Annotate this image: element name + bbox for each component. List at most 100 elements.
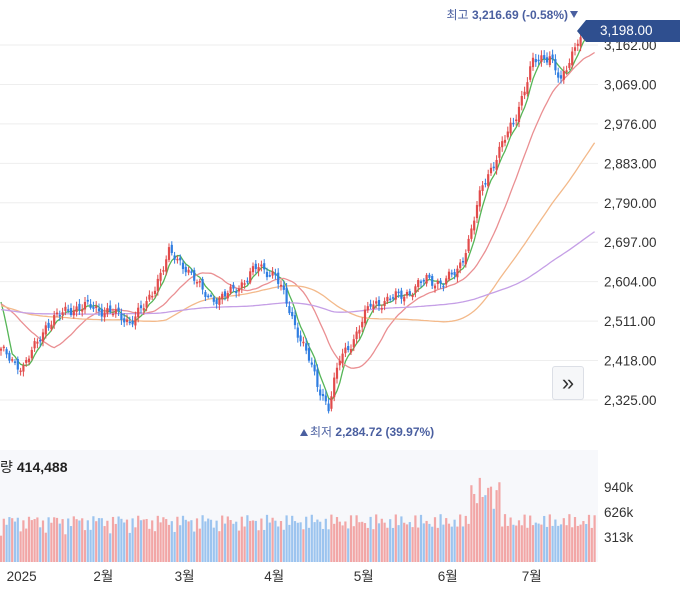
candle-body (195, 281, 199, 284)
volume-bar (422, 523, 425, 562)
candle-body (408, 291, 411, 295)
candle-body (86, 299, 89, 302)
candle-body (39, 339, 42, 342)
volume-bar (131, 518, 134, 562)
candle-body (103, 312, 106, 318)
volume-bar (92, 516, 95, 562)
volume-bar (117, 516, 120, 562)
volume-bar (531, 525, 535, 562)
volume-bar (137, 515, 140, 562)
volume-bar (125, 519, 129, 562)
volume-bar (461, 526, 465, 562)
candle-body (89, 304, 92, 308)
volume-bar (5, 524, 8, 562)
volume-bar (19, 531, 22, 562)
candle-body (358, 329, 361, 334)
candle-body (487, 174, 490, 187)
candle-body (151, 295, 154, 298)
volume-bar (565, 525, 568, 562)
current-price-value: 3,198.00 (600, 23, 653, 38)
candle-body (431, 275, 434, 286)
candle-body (41, 332, 45, 342)
candle-body (333, 377, 336, 398)
volume-bar (442, 524, 445, 562)
candle-body (417, 280, 420, 287)
candle-body (498, 146, 501, 158)
candle-body (288, 306, 291, 314)
volume-bar (201, 515, 204, 562)
candle-body (100, 308, 103, 317)
candle-body (299, 335, 302, 342)
candle-body (75, 306, 78, 313)
x-axis-label: 2월 (93, 569, 113, 584)
candle-body (352, 339, 355, 348)
candle-body (403, 296, 406, 302)
volume-bar (344, 521, 347, 562)
moving-average-120-line (0, 231, 595, 315)
candle-body (557, 72, 560, 78)
y-axis-tick-label: 3,069.00 (604, 77, 657, 92)
candle-body (383, 301, 386, 307)
moving-average-60-line (0, 142, 596, 323)
candle-body (240, 282, 243, 289)
candle-body (349, 349, 353, 353)
volume-bar (520, 525, 523, 562)
candle-body (369, 303, 372, 307)
candle-body (125, 319, 129, 322)
volume-bar (526, 527, 529, 562)
volume-bar (557, 525, 560, 562)
candle-body (372, 304, 375, 310)
x-axis-label: 5월 (354, 569, 374, 584)
candle-body (285, 287, 288, 304)
candle-body (58, 314, 61, 317)
volume-bar (263, 529, 266, 562)
volume-bar (428, 523, 431, 562)
candle-body (145, 301, 148, 308)
candle-body (296, 327, 299, 338)
candle-body (571, 51, 574, 66)
volume-bar (44, 532, 47, 562)
volume-bar (361, 521, 364, 562)
volume-bar (411, 527, 414, 562)
candle-body (330, 396, 333, 409)
volume-bar (25, 528, 28, 562)
candle-body (123, 318, 126, 323)
candle-body (148, 294, 151, 300)
candle-body (344, 347, 347, 354)
candle-body (176, 258, 179, 261)
volume-bar (495, 490, 498, 562)
candle-body (321, 394, 325, 397)
volume-bar (372, 529, 375, 562)
candle-body (531, 57, 535, 68)
high-annotation-value: 3,216.69 (-0.58%) (472, 8, 568, 22)
volume-bar (240, 516, 243, 562)
volume-bar (50, 522, 53, 562)
volume-bar (425, 520, 428, 562)
candle-body (223, 291, 227, 297)
candle-body (36, 341, 39, 344)
volume-bar (246, 515, 249, 562)
volume-bar (352, 526, 355, 562)
volume-bar (61, 519, 64, 562)
volume-bar (576, 525, 579, 562)
candle-body (165, 259, 168, 272)
candle-body (425, 274, 428, 284)
volume-bar (433, 517, 437, 562)
candle-body (53, 315, 56, 326)
volume-bar (579, 524, 582, 562)
candle-body (50, 324, 53, 330)
volume-bar (545, 526, 549, 562)
scroll-to-latest-button[interactable]: » (552, 366, 584, 400)
volume-bar (453, 519, 456, 562)
candle-body (25, 359, 28, 363)
volume-bar (478, 477, 481, 562)
volume-bar (145, 518, 148, 562)
volume-bar (204, 521, 207, 562)
double-chevron-right-icon: » (561, 370, 575, 395)
volume-bar (506, 525, 509, 562)
volume-bar (97, 518, 101, 562)
candle-body (422, 279, 425, 282)
candle-body (478, 190, 481, 207)
volume-bar (243, 526, 246, 562)
